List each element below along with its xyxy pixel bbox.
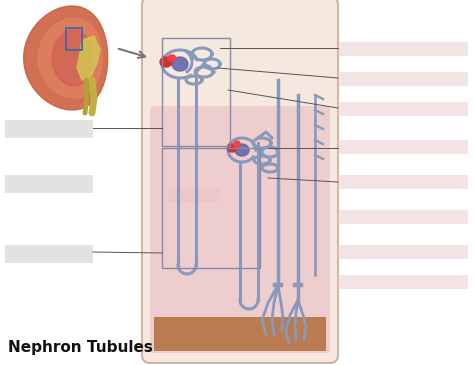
Polygon shape: [172, 57, 188, 71]
Bar: [5, 120, 93, 138]
Bar: [162, 38, 230, 146]
Polygon shape: [160, 57, 172, 67]
Polygon shape: [168, 55, 176, 61]
Bar: [338, 72, 468, 86]
Bar: [66, 28, 82, 50]
Polygon shape: [38, 18, 102, 98]
FancyBboxPatch shape: [142, 0, 338, 363]
Bar: [162, 148, 260, 268]
FancyBboxPatch shape: [150, 106, 330, 353]
Text: Nephron Tubules: Nephron Tubules: [8, 340, 153, 355]
Polygon shape: [77, 36, 100, 80]
Bar: [168, 188, 220, 202]
Bar: [338, 140, 468, 154]
Bar: [5, 245, 93, 263]
Polygon shape: [24, 6, 108, 110]
Polygon shape: [234, 141, 240, 147]
Bar: [338, 245, 468, 259]
Bar: [338, 42, 468, 56]
Polygon shape: [227, 144, 237, 152]
Polygon shape: [235, 144, 249, 156]
Bar: [338, 175, 468, 189]
Bar: [5, 175, 93, 193]
Polygon shape: [52, 30, 92, 86]
Bar: [338, 210, 468, 224]
Bar: [338, 102, 468, 116]
Bar: [154, 317, 326, 351]
Bar: [338, 275, 468, 289]
